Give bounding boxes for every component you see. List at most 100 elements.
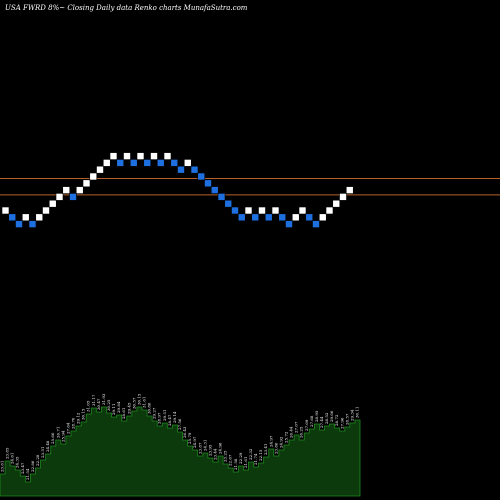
volume-label: 24.31 bbox=[202, 440, 207, 451]
volume-label: 23.44 bbox=[212, 448, 217, 460]
volume-label: 26.44 bbox=[289, 426, 294, 438]
renko-brick-up bbox=[291, 213, 300, 222]
volume-label: 22.32 bbox=[248, 448, 253, 460]
renko-brick-up bbox=[1, 206, 10, 215]
level-lines bbox=[0, 178, 500, 196]
renko-brick-up bbox=[21, 213, 30, 222]
volume-label: 29.11 bbox=[111, 404, 116, 415]
renko-brick-up bbox=[55, 193, 64, 201]
volume-label: 23.25 bbox=[223, 450, 228, 462]
volume-label: 23.87 bbox=[197, 442, 202, 454]
renko-brick-down bbox=[210, 186, 219, 194]
volume-label: 26.25 bbox=[299, 426, 304, 438]
renko-bricks bbox=[1, 152, 354, 228]
volume-label: 27.96 bbox=[339, 417, 344, 429]
volume-label: 30.86 bbox=[147, 402, 152, 414]
volume-label: 31.61 bbox=[142, 397, 147, 408]
volume-label: 24.48 bbox=[45, 440, 50, 452]
volume-label: 24.61 bbox=[10, 453, 15, 464]
renko-brick-down bbox=[15, 220, 23, 228]
volume-label: 28.61 bbox=[121, 408, 126, 419]
renko-brick-up bbox=[96, 165, 104, 174]
volume-label: 29.27 bbox=[152, 407, 157, 419]
renko-brick-up bbox=[136, 152, 145, 160]
volume-label: 23.95 bbox=[207, 444, 212, 456]
volume-label: 29.34 bbox=[349, 409, 354, 421]
volume-label: 23.41 bbox=[263, 444, 268, 455]
renko-brick-down bbox=[116, 159, 125, 167]
renko-brick-down bbox=[285, 220, 293, 228]
renko-brick-up bbox=[62, 186, 71, 194]
volume-label: 23.51 bbox=[40, 447, 45, 458]
renko-brick-up bbox=[42, 206, 50, 215]
renko-brick-down bbox=[224, 199, 233, 208]
renko-brick-up bbox=[89, 172, 98, 181]
volume-label: 28.52 bbox=[324, 412, 329, 424]
volume-label: 21.74 bbox=[253, 453, 258, 465]
volume-label: 28.72 bbox=[334, 414, 339, 426]
volume-label: 31.05 bbox=[86, 400, 91, 412]
renko-brick-down bbox=[170, 159, 179, 167]
renko-brick-up bbox=[150, 152, 158, 160]
volume-label: 28.97 bbox=[157, 412, 162, 424]
volume-label: 23.47 bbox=[20, 462, 25, 474]
volume-label: 24.35 bbox=[15, 456, 20, 468]
renko-brick-down bbox=[237, 213, 246, 222]
volume-label: 25.72 bbox=[283, 431, 288, 443]
renko-brick-up bbox=[244, 206, 253, 215]
renko-brick-down bbox=[305, 213, 314, 222]
renko-brick-up bbox=[345, 186, 354, 194]
renko-brick-up bbox=[258, 206, 266, 215]
volume-label: 22.86 bbox=[30, 460, 35, 472]
volume-label: 28.47 bbox=[167, 414, 172, 426]
renko-brick-up bbox=[82, 179, 91, 188]
volume-label: 24.97 bbox=[192, 436, 197, 448]
renko-brick-up bbox=[123, 152, 131, 160]
volume-label: 27.64 bbox=[65, 422, 70, 434]
renko-brick-down bbox=[217, 193, 226, 201]
volume-label: 27.44 bbox=[319, 416, 324, 428]
renko-brick-down bbox=[231, 206, 239, 215]
renko-brick-down bbox=[204, 179, 212, 188]
renko-brick-down bbox=[129, 159, 138, 167]
volume-label: 26.43 bbox=[182, 426, 187, 438]
renko-brick-up bbox=[109, 152, 118, 160]
volume-label: 28.70 bbox=[71, 417, 76, 429]
volume-label: 27.07 bbox=[294, 421, 299, 433]
renko-brick-up bbox=[271, 206, 280, 215]
volume-label: 29.45 bbox=[126, 402, 131, 414]
volume-label: 30.47 bbox=[96, 398, 101, 410]
volume-label: 22.67 bbox=[228, 454, 233, 466]
renko-brick-down bbox=[190, 165, 199, 174]
volume-label: 25.60 bbox=[50, 432, 55, 444]
volume-label: 21.54 bbox=[25, 468, 30, 480]
volume-label: 22.29 bbox=[238, 452, 243, 464]
volume-label: 23.86 bbox=[273, 442, 278, 454]
renko-brick-up bbox=[35, 213, 44, 222]
renko-brick-up bbox=[298, 206, 307, 215]
volume-label: 23.61 bbox=[0, 461, 5, 472]
volume-label: 26.71 bbox=[55, 427, 60, 438]
volume-label: 28.95 bbox=[314, 410, 319, 422]
volume-label: 30.57 bbox=[131, 397, 136, 409]
renko-brick-up bbox=[339, 193, 347, 201]
volume-label: 29.14 bbox=[172, 411, 177, 423]
volume-label: 29.51 bbox=[162, 410, 167, 421]
renko-brick-up bbox=[48, 199, 57, 208]
renko-brick-up bbox=[163, 152, 172, 160]
volume-label: 27.68 bbox=[309, 415, 314, 427]
volume-label: 29.06 bbox=[329, 410, 334, 422]
volume-label: 29.12 bbox=[76, 412, 81, 424]
volume-label: 24.92 bbox=[278, 436, 283, 448]
renko-brick-down bbox=[264, 213, 273, 222]
volume-label: 22.28 bbox=[35, 454, 40, 466]
volume-label: 27.56 bbox=[177, 418, 182, 430]
volume-label: 25.94 bbox=[60, 430, 65, 442]
renko-brick-up bbox=[318, 213, 327, 222]
volume-area-shape bbox=[0, 406, 361, 497]
volume-label: 27.09 bbox=[304, 419, 309, 431]
renko-brick-down bbox=[278, 213, 287, 222]
